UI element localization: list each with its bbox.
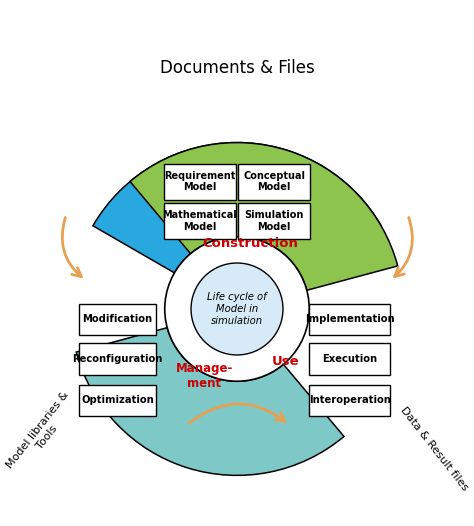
FancyBboxPatch shape: [309, 304, 390, 335]
Text: Modification: Modification: [82, 315, 153, 325]
Text: Documents & Files: Documents & Files: [160, 59, 314, 77]
Text: Requirement
Model: Requirement Model: [164, 171, 236, 193]
FancyBboxPatch shape: [164, 164, 236, 199]
Text: Simulation
Model: Simulation Model: [245, 210, 304, 232]
Wedge shape: [93, 143, 381, 273]
Text: Mathematical
Model: Mathematical Model: [163, 210, 237, 232]
Text: Execution: Execution: [322, 354, 377, 364]
Text: Reconfiguration: Reconfiguration: [73, 354, 163, 364]
FancyBboxPatch shape: [79, 343, 156, 375]
Circle shape: [165, 237, 309, 381]
FancyBboxPatch shape: [238, 203, 310, 239]
Text: Implementation: Implementation: [305, 315, 394, 325]
FancyBboxPatch shape: [79, 385, 156, 416]
FancyBboxPatch shape: [309, 385, 390, 416]
Wedge shape: [130, 143, 398, 290]
Circle shape: [191, 263, 283, 355]
Text: Manage-
ment: Manage- ment: [175, 361, 233, 390]
Text: Data & Result files: Data & Result files: [398, 406, 470, 493]
Text: Construction: Construction: [202, 237, 298, 250]
FancyBboxPatch shape: [164, 203, 236, 239]
FancyBboxPatch shape: [238, 164, 310, 199]
Text: Life cycle of
Model in
simulation: Life cycle of Model in simulation: [207, 292, 267, 326]
Text: Optimization: Optimization: [82, 396, 154, 406]
FancyBboxPatch shape: [79, 304, 156, 335]
Text: Model libraries &
Tools: Model libraries & Tools: [5, 390, 80, 478]
Wedge shape: [76, 328, 344, 476]
FancyBboxPatch shape: [309, 343, 390, 375]
Text: Use: Use: [271, 355, 299, 368]
Text: Interoperation: Interoperation: [309, 396, 391, 406]
Text: Conceptual
Model: Conceptual Model: [243, 171, 305, 193]
